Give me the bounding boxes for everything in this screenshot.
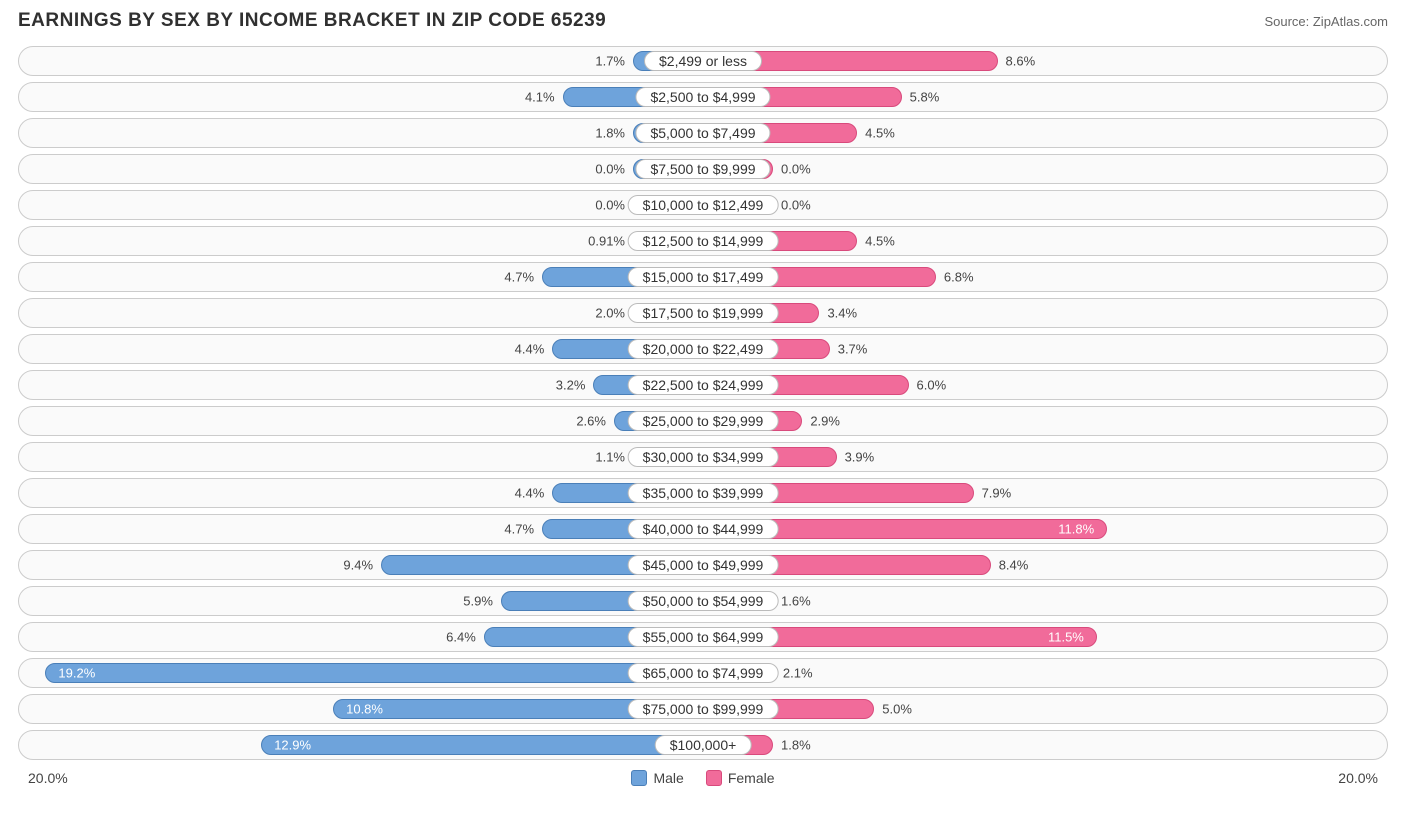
male-value-label: 1.7% <box>595 54 625 69</box>
bracket-label: $12,500 to $14,999 <box>628 231 779 251</box>
chart-row: 4.7% 11.8% $40,000 to $44,999 <box>18 514 1388 544</box>
source-attribution: Source: ZipAtlas.com <box>1264 14 1388 29</box>
bracket-label: $22,500 to $24,999 <box>628 375 779 395</box>
bracket-label: $35,000 to $39,999 <box>628 483 779 503</box>
bracket-label: $10,000 to $12,499 <box>628 195 779 215</box>
header: EARNINGS BY SEX BY INCOME BRACKET IN ZIP… <box>0 0 1406 40</box>
male-value-label: 5.9% <box>463 594 493 609</box>
legend-item-female: Female <box>706 770 775 786</box>
female-value-label: 11.5% <box>1048 630 1084 645</box>
bracket-label: $7,500 to $9,999 <box>635 159 770 179</box>
chart-row: 0.0% 0.0%$10,000 to $12,499 <box>18 190 1388 220</box>
female-value-label: 3.7% <box>838 342 868 357</box>
legend-female-label: Female <box>728 770 775 786</box>
chart-row: 0.0% 0.0% $7,500 to $9,999 <box>18 154 1388 184</box>
male-value-label: 19.2% <box>58 666 95 681</box>
bracket-label: $75,000 to $99,999 <box>628 699 779 719</box>
page-title: EARNINGS BY SEX BY INCOME BRACKET IN ZIP… <box>18 10 606 32</box>
chart-row: 12.9% 1.8% $100,000+ <box>18 730 1388 760</box>
bracket-label: $65,000 to $74,999 <box>628 663 779 683</box>
male-value-label: 1.1% <box>595 450 625 465</box>
male-value-label: 0.0% <box>595 198 625 213</box>
chart-row: 4.4% 7.9% $35,000 to $39,999 <box>18 478 1388 508</box>
female-value-label: 3.4% <box>827 306 857 321</box>
male-value-label: 9.4% <box>343 558 373 573</box>
legend-male-label: Male <box>653 770 683 786</box>
bracket-label: $25,000 to $29,999 <box>628 411 779 431</box>
bracket-label: $2,500 to $4,999 <box>635 87 770 107</box>
bracket-label: $30,000 to $34,999 <box>628 447 779 467</box>
male-value-label: 2.6% <box>576 414 606 429</box>
female-value-label: 0.0% <box>781 198 811 213</box>
male-value-label: 4.7% <box>504 270 534 285</box>
chart-row: 3.2% 6.0% $22,500 to $24,999 <box>18 370 1388 400</box>
male-value-label: 0.91% <box>588 234 625 249</box>
male-value-label: 6.4% <box>446 630 476 645</box>
female-value-label: 8.4% <box>999 558 1029 573</box>
bracket-label: $45,000 to $49,999 <box>628 555 779 575</box>
male-value-label: 2.0% <box>595 306 625 321</box>
bracket-label: $50,000 to $54,999 <box>628 591 779 611</box>
chart-row: 4.1% 5.8% $2,500 to $4,999 <box>18 82 1388 112</box>
female-value-label: 6.0% <box>917 378 947 393</box>
female-value-label: 7.9% <box>982 486 1012 501</box>
chart-row: 1.8% 4.5% $5,000 to $7,499 <box>18 118 1388 148</box>
chart-row: 10.8% 5.0% $75,000 to $99,999 <box>18 694 1388 724</box>
bracket-label: $15,000 to $17,499 <box>628 267 779 287</box>
chart-row: 4.7% 6.8% $15,000 to $17,499 <box>18 262 1388 292</box>
female-value-label: 11.8% <box>1058 522 1094 537</box>
female-value-label: 1.6% <box>781 594 811 609</box>
male-value-label: 3.2% <box>556 378 586 393</box>
chart-row: 2.0% 3.4% $17,500 to $19,999 <box>18 298 1388 328</box>
axis-max-right: 20.0% <box>1338 770 1378 786</box>
male-value-label: 4.4% <box>515 486 545 501</box>
female-value-label: 3.9% <box>845 450 875 465</box>
female-value-label: 2.1% <box>783 666 813 681</box>
chart-footer: 20.0% Male Female 20.0% <box>0 766 1406 786</box>
bracket-label: $5,000 to $7,499 <box>635 123 770 143</box>
female-value-label: 4.5% <box>865 234 895 249</box>
female-value-label: 8.6% <box>1006 54 1036 69</box>
female-value-label: 2.9% <box>810 414 840 429</box>
bracket-label: $20,000 to $22,499 <box>628 339 779 359</box>
female-value-label: 1.8% <box>781 738 811 753</box>
bracket-label: $100,000+ <box>655 735 752 755</box>
female-value-label: 0.0% <box>781 162 811 177</box>
female-value-label: 4.5% <box>865 126 895 141</box>
male-value-label: 4.1% <box>525 90 555 105</box>
male-value-label: 4.7% <box>504 522 534 537</box>
chart-row: 1.7% 8.6% $2,499 or less <box>18 46 1388 76</box>
chart-row: 1.1% 3.9% $30,000 to $34,999 <box>18 442 1388 472</box>
chart-row: 6.4% 11.5% $55,000 to $64,999 <box>18 622 1388 652</box>
female-value-label: 6.8% <box>944 270 974 285</box>
chart-row: 2.6% 2.9% $25,000 to $29,999 <box>18 406 1388 436</box>
male-value-label: 0.0% <box>595 162 625 177</box>
female-swatch-icon <box>706 770 722 786</box>
legend: Male Female <box>68 770 1339 786</box>
axis-max-left: 20.0% <box>28 770 68 786</box>
bracket-label: $2,499 or less <box>644 51 762 71</box>
male-value-label: 12.9% <box>274 738 311 753</box>
bracket-label: $40,000 to $44,999 <box>628 519 779 539</box>
chart-row: 5.9% 1.6%$50,000 to $54,999 <box>18 586 1388 616</box>
female-value-label: 5.8% <box>910 90 940 105</box>
chart-row: 9.4% 8.4% $45,000 to $49,999 <box>18 550 1388 580</box>
bracket-label: $17,500 to $19,999 <box>628 303 779 323</box>
male-bar: 12.9% <box>261 735 703 755</box>
male-swatch-icon <box>631 770 647 786</box>
male-bar: 19.2% <box>45 663 703 683</box>
male-value-label: 10.8% <box>346 702 383 717</box>
male-value-label: 1.8% <box>595 126 625 141</box>
chart-row: 0.91% 4.5% $12,500 to $14,999 <box>18 226 1388 256</box>
chart-row: 4.4% 3.7% $20,000 to $22,499 <box>18 334 1388 364</box>
legend-item-male: Male <box>631 770 683 786</box>
male-value-label: 4.4% <box>515 342 545 357</box>
chart-row: 19.2% 2.1% $65,000 to $74,999 <box>18 658 1388 688</box>
chart-area: 1.7% 8.6% $2,499 or less 4.1% 5.8% $2,500 to … <box>0 40 1406 760</box>
female-value-label: 5.0% <box>882 702 912 717</box>
bracket-label: $55,000 to $64,999 <box>628 627 779 647</box>
